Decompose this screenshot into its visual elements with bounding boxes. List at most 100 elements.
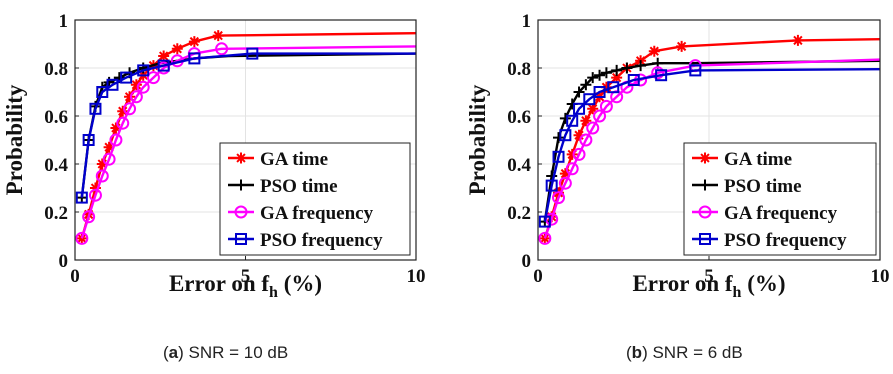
series-line-pso-frequency [80,52,416,198]
y-tick-label: 1 [59,11,69,32]
point-ga-time [124,91,136,103]
point-ga-time [792,34,804,46]
legend-marker-pso-time [235,179,247,191]
x-tick-label: 5 [704,266,714,287]
x-tick-label: 0 [70,266,80,287]
point-ga-frequency [572,147,586,161]
point-pso-time [600,67,612,79]
legend: GA time PSO time GA frequency PSO frequency [683,142,877,256]
point-ga-time [676,40,688,52]
point-ga-time [566,148,578,160]
point-ga-time [158,50,170,62]
point-ga-frequency [599,99,613,113]
legend-marker-ga-frequency [698,205,712,219]
point-ga-frequency [88,188,102,202]
legend-box [683,142,877,256]
point-pso-frequency [559,129,572,142]
y-tick-label: 1 [522,11,532,32]
legend-marker-pso-frequency [235,233,247,245]
point-pso-frequency [552,150,565,163]
point-ga-frequency [136,80,150,94]
point-ga-frequency [146,71,160,85]
legend-marker-pso-time [699,179,711,191]
y-axis-label: Probability [465,84,490,195]
point-ga-frequency [129,90,143,104]
panel-a: 0 5 10 0 0.2 0.4 0.6 0.8 1 Error on fh (%) Probabi… [2,11,426,301]
point-pso-frequency [627,74,640,86]
point-pso-frequency [593,86,606,98]
point-pso-time [611,64,623,76]
point-ga-frequency [538,231,552,245]
y-tick-label: 0 [522,251,532,272]
point-pso-frequency [75,191,88,204]
point-ga-frequency [82,210,96,224]
point-ga-frequency [586,121,600,135]
point-pso-frequency [120,71,133,84]
y-tick-label: 0.2 [44,203,68,224]
point-pso-time [559,112,571,124]
point-ga-frequency [109,133,123,147]
point-ga-time [611,72,623,84]
point-ga-time [580,115,592,127]
point-pso-frequency [655,69,668,82]
point-pso-time [587,72,599,84]
point-ga-frequency [593,109,607,123]
point-pso-frequency [689,64,702,77]
caption-b-close: ) [642,343,648,362]
point-ga-frequency [651,66,665,80]
y-axis-label: Probability [2,84,27,195]
point-ga-frequency [123,102,137,116]
legend-marker-ga-time [699,152,711,164]
x-axis-label: Error on fh (%) [632,271,785,301]
caption-a-open: ( [163,343,169,362]
x-tick-label: 0 [533,266,543,287]
y-tick-label: 0.8 [507,59,531,80]
point-ga-frequency [558,176,572,190]
y-tick-label: 0.6 [507,107,531,128]
point-ga-time [573,129,585,141]
caption-a-letter: a [168,343,179,362]
point-ga-time [212,30,224,42]
y-tick-label: 0.4 [44,155,68,176]
point-pso-frequency [583,93,596,106]
point-ga-frequency [75,231,89,245]
point-ga-frequency [579,133,593,147]
legend-label-pso-time: PSO time [724,176,802,197]
point-ga-time [110,122,122,134]
point-pso-frequency [82,134,95,146]
series-line-ga-time [80,32,417,239]
caption-a-text: SNR = 10 dB [183,343,289,362]
legend-label-ga-time: GA time [260,149,328,170]
point-pso-frequency [96,86,109,98]
point-ga-time [600,81,612,93]
point-pso-time [635,60,647,72]
point-pso-frequency [137,64,150,77]
point-pso-frequency [573,102,586,115]
legend-label-ga-frequency: GA frequency [260,203,374,224]
point-ga-frequency [116,116,130,130]
point-pso-frequency [106,78,119,91]
point-pso-frequency [246,47,259,60]
caption-b-letter: b [631,343,643,362]
point-ga-time [96,158,108,170]
point-pso-frequency [188,52,201,65]
point-pso-time [553,132,565,144]
point-pso-frequency [545,179,558,192]
point-ga-time [117,105,129,117]
point-ga-frequency [552,191,566,205]
point-ga-time [103,141,115,153]
point-ga-time [188,36,200,48]
series-line-ga-frequency [80,45,417,239]
x-tick-label: 10 [871,266,890,287]
point-pso-time [594,69,606,81]
panel-b: 0 5 10 0 0.2 0.4 0.6 0.8 1 Error on fh (%) Probabi… [465,11,890,301]
point-ga-time [130,79,142,91]
x-axis-label: Error on fh (%) [169,271,322,301]
caption-b-open: ( [626,343,632,362]
legend-label-pso-frequency: PSO frequency [724,230,847,251]
caption-b-text: SNR = 6 dB [647,343,743,362]
point-ga-time [89,182,101,194]
legend-label-pso-time: PSO time [260,176,338,197]
y-tick-label: 0 [59,251,69,272]
point-ga-frequency [215,42,229,56]
